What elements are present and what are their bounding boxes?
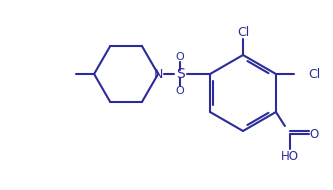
Text: Cl: Cl xyxy=(237,26,249,40)
Text: HO: HO xyxy=(281,150,299,164)
Text: O: O xyxy=(176,52,184,62)
Text: O: O xyxy=(309,127,319,140)
Text: Cl: Cl xyxy=(308,67,320,81)
Text: N: N xyxy=(154,67,163,81)
Text: O: O xyxy=(176,86,184,96)
Text: S: S xyxy=(176,67,184,81)
